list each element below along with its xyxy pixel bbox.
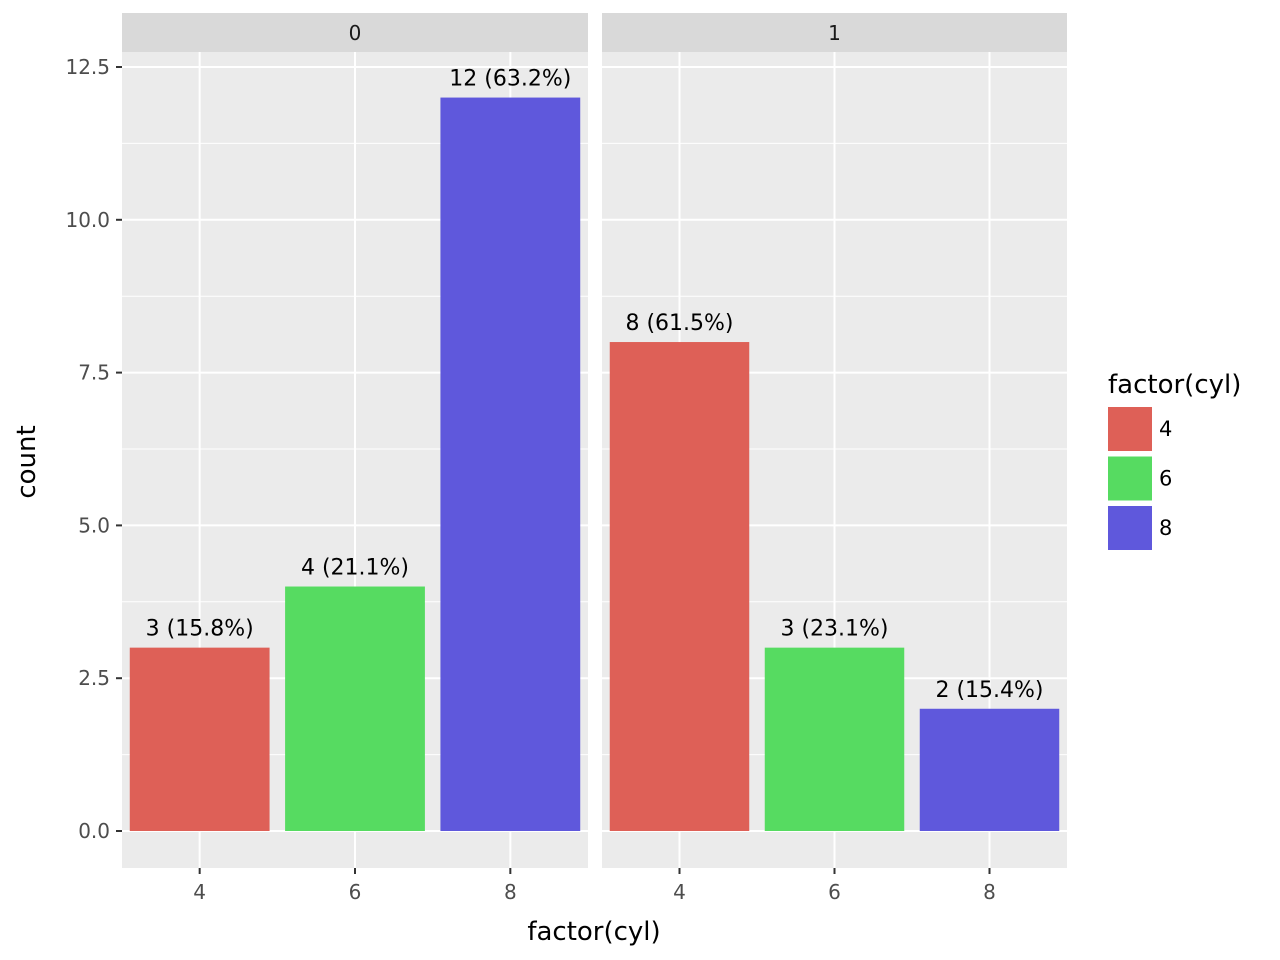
legend-label: 4 xyxy=(1159,417,1172,441)
bar-cyl-4 xyxy=(609,342,750,831)
facet-strip-label: 0 xyxy=(349,21,362,45)
legend-label: 6 xyxy=(1159,467,1172,491)
x-tick-label: 8 xyxy=(504,880,517,904)
y-axis-title: count xyxy=(12,425,42,498)
bar-label: 3 (15.8%) xyxy=(146,617,254,642)
facet-strip xyxy=(122,13,588,52)
legend: factor(cyl) 4 6 8 xyxy=(1108,370,1241,550)
bar-label: 12 (63.2%) xyxy=(449,67,571,92)
x-tick-label: 4 xyxy=(193,880,206,904)
bar-cyl-6 xyxy=(764,647,905,831)
panels: 0 3 (15.8%) 4 4 (21.1%) 6 12 (63.2%) 8 1 8 (61.5… xyxy=(122,13,1067,904)
legend-title: factor(cyl) xyxy=(1108,370,1241,400)
x-tick-label: 6 xyxy=(349,880,362,904)
legend-key-6 xyxy=(1108,456,1152,501)
bar-label: 4 (21.1%) xyxy=(301,556,409,581)
facet-panel-0: 0 3 (15.8%) 4 4 (21.1%) 6 12 (63.2%) 8 xyxy=(122,13,588,904)
y-tick-label: 5.0 xyxy=(78,513,110,537)
legend-key-4 xyxy=(1108,407,1152,451)
bar-cyl-4 xyxy=(129,647,270,831)
facet-strip xyxy=(602,13,1067,52)
y-tick-label: 12.5 xyxy=(65,55,110,79)
legend-key-8 xyxy=(1108,506,1152,550)
y-axis: 0.0 2.5 5.0 7.5 10.0 12.5 xyxy=(65,55,122,843)
x-tick-label: 6 xyxy=(828,880,841,904)
bar-label: 8 (61.5%) xyxy=(625,311,733,336)
bar-label: 3 (23.1%) xyxy=(780,617,888,642)
y-tick-label: 10.0 xyxy=(65,208,110,232)
x-tick-label: 8 xyxy=(983,880,996,904)
facet-strip-label: 1 xyxy=(828,21,841,45)
y-tick-label: 2.5 xyxy=(78,666,110,690)
x-tick-label: 4 xyxy=(673,880,686,904)
bar-cyl-8 xyxy=(919,708,1060,831)
bar-cyl-6 xyxy=(285,586,425,831)
bar-cyl-8 xyxy=(440,97,581,831)
y-tick-label: 0.0 xyxy=(78,819,110,843)
x-axis-title: factor(cyl) xyxy=(527,917,660,947)
facet-panel-1: 1 8 (61.5%) 4 3 (23.1%) 6 2 (15.4%) 8 xyxy=(602,13,1067,904)
legend-label: 8 xyxy=(1159,516,1172,540)
y-tick-label: 7.5 xyxy=(78,361,110,385)
bar-label: 2 (15.4%) xyxy=(935,678,1043,703)
